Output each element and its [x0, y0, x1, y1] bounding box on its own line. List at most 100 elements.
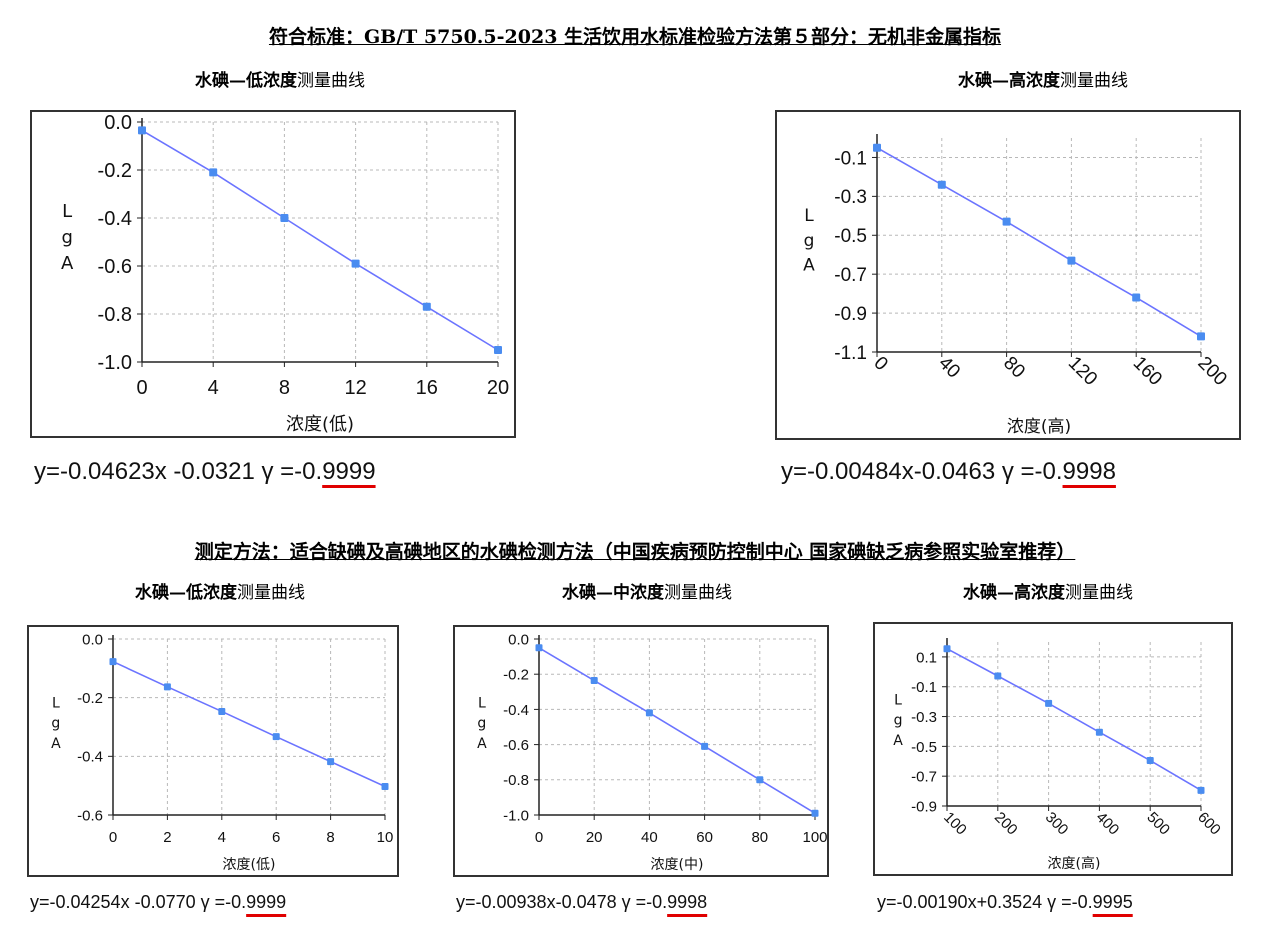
data-point [1146, 757, 1154, 765]
series-line [141, 129, 499, 351]
x-tick-label: 160 [1129, 353, 1166, 390]
x-tick-label: 20 [487, 377, 509, 399]
data-point [138, 126, 146, 135]
y-tick-label: 0.1 [916, 649, 937, 666]
x-tick-label: 60 [696, 829, 713, 846]
data-point [494, 346, 502, 354]
data-point [327, 758, 335, 766]
y-tick-label: -0.4 [503, 702, 529, 719]
series-line [538, 647, 816, 814]
y-tick-label: -1.1 [834, 343, 867, 364]
chart2-r-digits: 9998 [1062, 458, 1116, 485]
data-point [422, 302, 431, 311]
x-tick-label: 0 [109, 829, 117, 846]
data-point [811, 809, 819, 817]
data-point [381, 783, 389, 791]
chart4-title-bold: 水碘—中浓度 [562, 583, 664, 603]
y-tick-label: -0.7 [911, 769, 937, 786]
data-point [272, 733, 280, 741]
chart4-r-digits: 9998 [667, 892, 708, 912]
data-point [1132, 293, 1141, 302]
x-tick-label: 12 [344, 377, 366, 399]
y-tick-label: -0.5 [911, 739, 937, 756]
y-tick-label: -0.7 [834, 265, 867, 286]
chart1-title-bold: 水碘—低浓度 [195, 71, 297, 91]
x-tick-label: 2 [163, 829, 171, 846]
data-point [1067, 256, 1076, 265]
x-tick-label: 100 [802, 829, 827, 846]
y-tick-label: -0.8 [503, 772, 529, 789]
y-tick-label: 0.0 [508, 631, 529, 648]
y-tick-label: -0.1 [911, 679, 937, 696]
y-tick-label: 0.0 [82, 631, 103, 648]
chart2-frame: 0 40 80 120 160 200 -0.1 -0.3 -0.5 -0.7 -0.9 -1.1 浓度… [775, 110, 1241, 440]
x-tick-label: 16 [416, 377, 438, 399]
x-tick-label: 120 [1064, 353, 1101, 390]
x-tick-label: 200 [991, 809, 1021, 839]
y-tick-label: -0.2 [503, 667, 529, 684]
chart4-equation: y=-0.00938x-0.0478 γ =-0.9998 [456, 892, 707, 913]
y-tick-label: -0.9 [834, 304, 867, 325]
y-tick-label: -1.0 [98, 352, 132, 374]
x-tick-label: 4 [218, 829, 226, 846]
chart5-equation-text: y=-0.00190x+0.3524 γ =-0. [877, 892, 1093, 912]
chart1-r-digits: 9999 [322, 458, 376, 485]
c4-svg: 0 20 40 60 80 100 0.0 -0.2 -0.4 -0.6 -0.8 -1.0 浓度(中)… [477, 631, 827, 873]
data-point [937, 180, 946, 189]
data-point [163, 683, 171, 691]
chart2-equation: y=-0.00484x-0.0463 γ =-0.9998 [781, 458, 1116, 486]
data-point [218, 707, 226, 715]
data-point [701, 742, 709, 750]
x-axis-label: 浓度(低) [223, 857, 276, 873]
chart4-equation-text: y=-0.00938x-0.0478 γ =-0. [456, 892, 668, 912]
y-tick-label: -0.9 [911, 798, 937, 815]
x-tick-label: 0 [535, 829, 543, 846]
x-tick-label: 500 [1143, 809, 1173, 839]
data-point [943, 645, 951, 653]
data-point [645, 709, 653, 717]
x-tick-label: 40 [641, 829, 658, 846]
y-tick-label: -0.5 [834, 226, 867, 247]
y-tick-label: -1.0 [503, 807, 529, 824]
chart5-title-bold: 水碘—高浓度 [963, 583, 1065, 603]
chart5-title-normal: 测量曲线 [1065, 583, 1133, 603]
chart4-title: 水碘—中浓度测量曲线 [497, 578, 797, 603]
y-tick-label: -0.2 [98, 160, 132, 182]
chart5-equation: y=-0.00190x+0.3524 γ =-0.9995 [877, 892, 1133, 913]
y-tick-label: -0.4 [77, 749, 103, 766]
x-axis-label: 浓度(高) [1048, 855, 1101, 872]
y-tick-label: -0.6 [98, 256, 132, 278]
x-tick-label: 4 [208, 377, 219, 399]
data-point [280, 214, 289, 222]
x-tick-label: 300 [1042, 809, 1072, 839]
y-tick-label: -0.6 [77, 807, 103, 824]
data-point [756, 776, 764, 784]
x-axis-label: 浓度(中) [651, 857, 704, 873]
data-point [1095, 728, 1103, 736]
x-tick-label: 100 [940, 809, 970, 839]
chart4-frame: 0 20 40 60 80 100 0.0 -0.2 -0.4 -0.6 -0.8 -1.0 浓度(中)… [453, 625, 829, 877]
data-point [590, 677, 598, 685]
x-tick-label: 600 [1194, 809, 1224, 839]
x-tick-label: 20 [586, 829, 603, 846]
x-tick-label: 6 [272, 829, 280, 846]
chart4-title-normal: 测量曲线 [664, 583, 732, 603]
chart5-frame: 100 200 300 400 500 600 0.1 -0.1 -0.3 -0.5 -0.7 -0.… [873, 622, 1233, 876]
y-tick-label: -0.4 [98, 208, 132, 230]
chart3-equation-text: y=-0.04254x -0.0770 γ =-0. [30, 892, 247, 912]
chart2-title: 水碘—高浓度测量曲线 [893, 66, 1193, 91]
data-point [1197, 786, 1205, 794]
data-point [109, 658, 117, 666]
x-tick-label: 8 [279, 377, 290, 399]
data-point [351, 259, 360, 268]
c3-svg: 0 2 4 6 8 10 0.0 -0.2 -0.4 -0.6 浓度(低) L g A [51, 631, 393, 873]
y-tick-label: -0.1 [834, 148, 867, 169]
data-point [994, 672, 1002, 680]
c5-svg: 100 200 300 400 500 600 0.1 -0.1 -0.3 -0.5 -0.7 -0.… [893, 638, 1224, 872]
